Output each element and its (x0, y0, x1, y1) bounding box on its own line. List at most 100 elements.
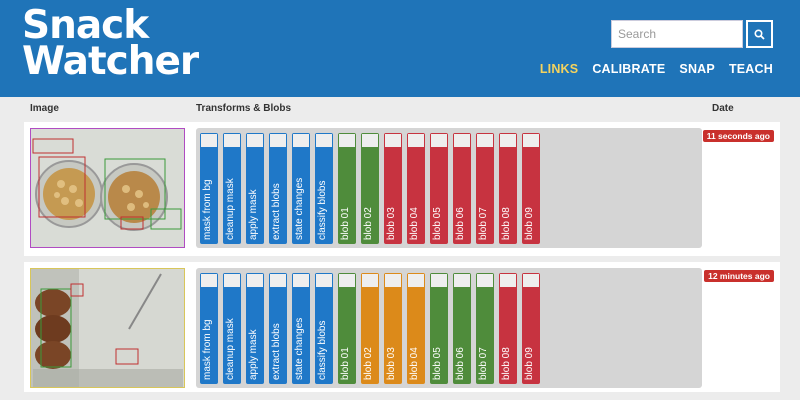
thumbnail-icon (293, 134, 309, 147)
transform-label: blob 05 (432, 347, 443, 380)
thumbnail-icon (247, 274, 263, 287)
blob-button[interactable]: blob 01 (338, 133, 356, 244)
blob-button[interactable]: blob 05 (430, 273, 448, 384)
transform-label: blob 09 (524, 207, 535, 240)
blob-button[interactable]: blob 02 (361, 133, 379, 244)
search-icon (754, 28, 765, 40)
thumbnail-icon (408, 274, 424, 287)
blob-button[interactable]: blob 06 (453, 273, 471, 384)
snapshot-image[interactable] (30, 268, 185, 388)
nav-calibrate[interactable]: CALIBRATE (592, 62, 666, 76)
transform-label: cleanup mask (225, 178, 236, 240)
blob-button[interactable]: blob 04 (407, 273, 425, 384)
transform-button[interactable]: cleanup mask (223, 133, 241, 244)
thumbnail-icon (477, 134, 493, 147)
thumbnail-icon (316, 274, 332, 287)
transform-label: classify blobs (317, 320, 328, 380)
blob-button[interactable]: blob 06 (453, 133, 471, 244)
thumbnail-icon (247, 134, 263, 147)
nav-snap[interactable]: SNAP (679, 62, 715, 76)
transform-label: apply mask (248, 329, 259, 380)
transform-button[interactable]: state changes (292, 273, 310, 384)
transform-label: blob 08 (501, 207, 512, 240)
column-header-transforms: Transforms & Blobs (196, 103, 292, 114)
transform-button[interactable]: cleanup mask (223, 273, 241, 384)
thumbnail-icon (385, 274, 401, 287)
transform-button[interactable]: apply mask (246, 273, 264, 384)
transform-label: blob 05 (432, 207, 443, 240)
blob-button[interactable]: blob 09 (522, 273, 540, 384)
thumbnail-icon (408, 134, 424, 147)
search-button[interactable] (746, 20, 773, 48)
thumbnail-icon (454, 274, 470, 287)
transform-button[interactable]: apply mask (246, 133, 264, 244)
blob-button[interactable]: blob 05 (430, 133, 448, 244)
blob-button[interactable]: blob 08 (499, 133, 517, 244)
transform-label: state changes (294, 177, 305, 240)
transform-button[interactable]: classify blobs (315, 133, 333, 244)
thumbnail-icon (454, 134, 470, 147)
transform-button[interactable]: extract blobs (269, 133, 287, 244)
blob-button[interactable]: blob 03 (384, 273, 402, 384)
blob-button[interactable]: blob 08 (499, 273, 517, 384)
thumbnail-icon (201, 134, 217, 147)
logo-line-1: Snack (22, 3, 149, 48)
transform-label: blob 06 (455, 207, 466, 240)
blob-button[interactable]: blob 07 (476, 273, 494, 384)
thumbnail-icon (431, 134, 447, 147)
column-header-date: Date (712, 103, 734, 114)
thumbnail-icon (224, 274, 240, 287)
transform-label: mask from bg (202, 179, 213, 240)
transform-label: blob 02 (363, 207, 374, 240)
transform-label: mask from bg (202, 319, 213, 380)
transform-label: state changes (294, 317, 305, 380)
thumbnail-icon (523, 134, 539, 147)
thumbnail-icon (523, 274, 539, 287)
blob-button[interactable]: blob 09 (522, 133, 540, 244)
thumbnail-icon (500, 274, 516, 287)
thumbnail-icon (500, 134, 516, 147)
thumbnail-icon (293, 274, 309, 287)
main-nav: LINKS CALIBRATE SNAP TEACH (540, 62, 773, 76)
date-badge: 11 seconds ago (702, 130, 774, 142)
transform-label: blob 09 (524, 347, 535, 380)
transform-button[interactable]: mask from bg (200, 273, 218, 384)
logo[interactable]: Snack Watcher (22, 3, 199, 84)
transform-label: blob 01 (340, 347, 351, 380)
transform-label: cleanup mask (225, 318, 236, 380)
date-badge: 12 minutes ago (704, 270, 774, 282)
transform-label: blob 03 (386, 207, 397, 240)
transform-label: blob 02 (363, 347, 374, 380)
snapshot-image[interactable] (30, 128, 185, 248)
nav-teach[interactable]: TEACH (728, 62, 773, 76)
transform-button[interactable]: extract blobs (269, 273, 287, 384)
thumbnail-icon (224, 134, 240, 147)
blob-button[interactable]: blob 02 (361, 273, 379, 384)
blob-button[interactable]: blob 01 (338, 273, 356, 384)
column-header-image: Image (30, 103, 59, 114)
transform-label: blob 07 (478, 347, 489, 380)
transform-label: apply mask (248, 189, 259, 240)
thumbnail-icon (362, 134, 378, 147)
transform-button[interactable]: classify blobs (315, 273, 333, 384)
logo-line-2: Watcher (22, 39, 199, 84)
transform-label: extract blobs (271, 323, 282, 380)
thumbnail-icon (362, 274, 378, 287)
nav-links[interactable]: LINKS (539, 62, 579, 76)
thumbnail-icon (339, 134, 355, 147)
search-input[interactable] (611, 20, 743, 48)
thumbnail-icon (339, 274, 355, 287)
header: Snack Watcher LINKS CALIBRATE SNAP TEACH (0, 0, 800, 97)
transform-button[interactable]: state changes (292, 133, 310, 244)
blob-button[interactable]: blob 03 (384, 133, 402, 244)
thumbnail-icon (385, 134, 401, 147)
blob-button[interactable]: blob 07 (476, 133, 494, 244)
blob-button[interactable]: blob 04 (407, 133, 425, 244)
snapshot-row: mask from bg cleanup mask apply mask extrac… (24, 262, 780, 392)
transforms-panel: mask from bg cleanup mask apply mask extrac… (196, 128, 702, 248)
transform-label: blob 01 (340, 207, 351, 240)
transform-label: classify blobs (317, 180, 328, 240)
transform-button[interactable]: mask from bg (200, 133, 218, 244)
transform-label: blob 06 (455, 347, 466, 380)
transform-label: blob 04 (409, 347, 420, 380)
